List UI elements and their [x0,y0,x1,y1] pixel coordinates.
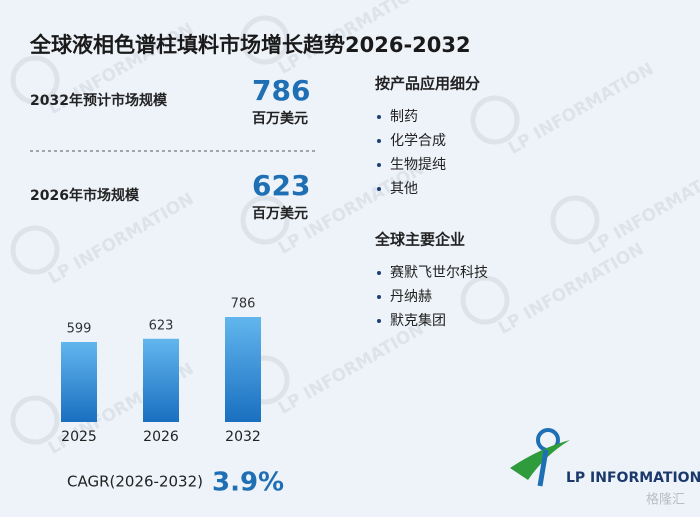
stat-value: 623 [252,169,310,202]
list-item: 丹纳赫 [390,289,432,305]
logo-icon [510,428,570,487]
stat-value: 786 [252,74,310,107]
watermark-icon [10,55,60,105]
section-heading: 按产品应用细分 [375,75,480,93]
cagr-value: 3.9% [212,468,284,498]
bullet [377,271,381,275]
cagr-label: CAGR(2026-2032) [67,473,203,491]
bar [225,317,261,422]
data-label: 623 [149,318,174,333]
list-item: 赛默飞世尔科技 [390,265,488,281]
bullet [377,139,381,143]
watermark-icon [470,95,520,145]
section-heading: 全球主要企业 [374,231,465,249]
watermark-icon [240,15,290,65]
title: 全球液相色谱柱填料市场增长趋势2026-2032 [29,33,471,57]
watermark-icon [240,195,290,245]
x-tick-label: 2026 [143,429,179,445]
data-label: 786 [231,297,256,312]
stat-unit: 百万美元 [252,205,308,222]
watermark-icon [10,225,60,275]
list-item: 化学合成 [390,133,446,149]
bullet [377,187,381,191]
watermark-icon [550,195,600,245]
bar-chart: 599 2025 623 2026 786 2032 [61,297,261,445]
list-item: 默克集团 [390,312,446,329]
list-item: 制药 [390,109,418,125]
stat-unit: 百万美元 [252,110,308,127]
stat-label: 2026年市场规模 [30,187,140,204]
list-item: 其他 [390,181,418,197]
bullet [377,295,381,299]
bar [61,341,97,422]
logo-text: LP INFORMATION [566,470,700,486]
bar [143,338,179,422]
data-label: 599 [67,321,92,336]
bullet [377,319,381,323]
source-mark: 格隆汇 [646,492,685,508]
watermark-icon [10,395,60,445]
x-tick-label: 2032 [225,429,261,445]
watermark-icon [460,275,510,325]
list-item: 生物提纯 [390,157,446,173]
bullet [377,163,381,167]
bullet [377,115,381,119]
stat-label: 2032年预计市场规模 [30,92,168,109]
x-tick-label: 2025 [61,429,97,445]
